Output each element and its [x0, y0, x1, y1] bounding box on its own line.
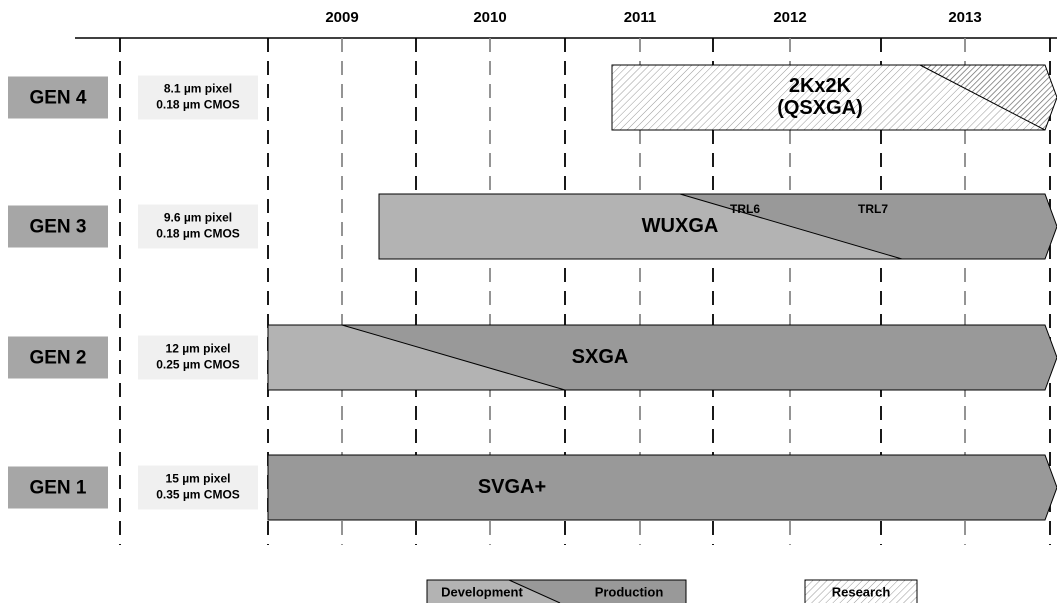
spec-box — [138, 204, 258, 249]
spec-line: 0.25 µm CMOS — [156, 358, 240, 372]
spec-line: 0.18 µm CMOS — [156, 227, 240, 241]
gen-label: GEN 1 — [29, 478, 86, 499]
bar-label: SVGA+ — [478, 476, 546, 498]
year-label: 2009 — [325, 9, 358, 26]
legend-box — [426, 579, 687, 603]
spec-line: 15 µm pixel — [166, 472, 231, 486]
legend-label: Production — [595, 584, 664, 599]
gen-label: GEN 4 — [29, 88, 86, 109]
gen-label: GEN 3 — [29, 217, 86, 238]
legend-development — [427, 580, 560, 603]
phase-diagonal — [341, 324, 566, 391]
development-area — [268, 325, 565, 390]
spec-box — [138, 335, 258, 380]
spec-line: 8.1 µm pixel — [164, 82, 232, 96]
trl-marker: TRL7 — [858, 202, 888, 216]
year-label: 2011 — [624, 9, 657, 26]
bar-label: (QSXGA) — [777, 97, 863, 119]
legend-research — [804, 579, 918, 603]
spec-box — [138, 75, 258, 120]
spec-line: 0.18 µm CMOS — [156, 98, 240, 112]
research-area — [612, 65, 1057, 130]
phase-diagonal — [919, 64, 1046, 131]
year-label: 2012 — [773, 9, 806, 26]
year-label: 2010 — [473, 9, 506, 26]
spec-line: 12 µm pixel — [166, 342, 231, 356]
gen-label: GEN 2 — [29, 348, 86, 369]
legend-label: Development — [441, 584, 523, 599]
production-area — [268, 455, 1057, 520]
bar-outline — [378, 193, 1057, 260]
trl-marker: TRL6 — [730, 202, 760, 216]
spec-line: 9.6 µm pixel — [164, 211, 232, 225]
spec-line: 0.35 µm CMOS — [156, 488, 240, 502]
bar-outline — [267, 324, 1057, 391]
legend-diagonal — [508, 579, 561, 603]
gen-box — [8, 205, 108, 248]
spec-box — [138, 465, 258, 510]
bar-label: 2Kx2K — [789, 75, 852, 97]
legend-label: Research — [832, 584, 891, 599]
development-area — [379, 194, 902, 259]
bar-outline — [611, 64, 1057, 131]
year-label: 2013 — [948, 9, 981, 26]
gen-box — [8, 466, 108, 509]
gen-box — [8, 76, 108, 119]
bar-label: SXGA — [572, 346, 629, 368]
phase-diagonal — [679, 193, 903, 260]
bar-outline — [267, 454, 1057, 521]
legend-production — [509, 580, 686, 603]
bar-label: WUXGA — [642, 215, 719, 237]
production-area — [920, 65, 1057, 130]
gen-box — [8, 336, 108, 379]
